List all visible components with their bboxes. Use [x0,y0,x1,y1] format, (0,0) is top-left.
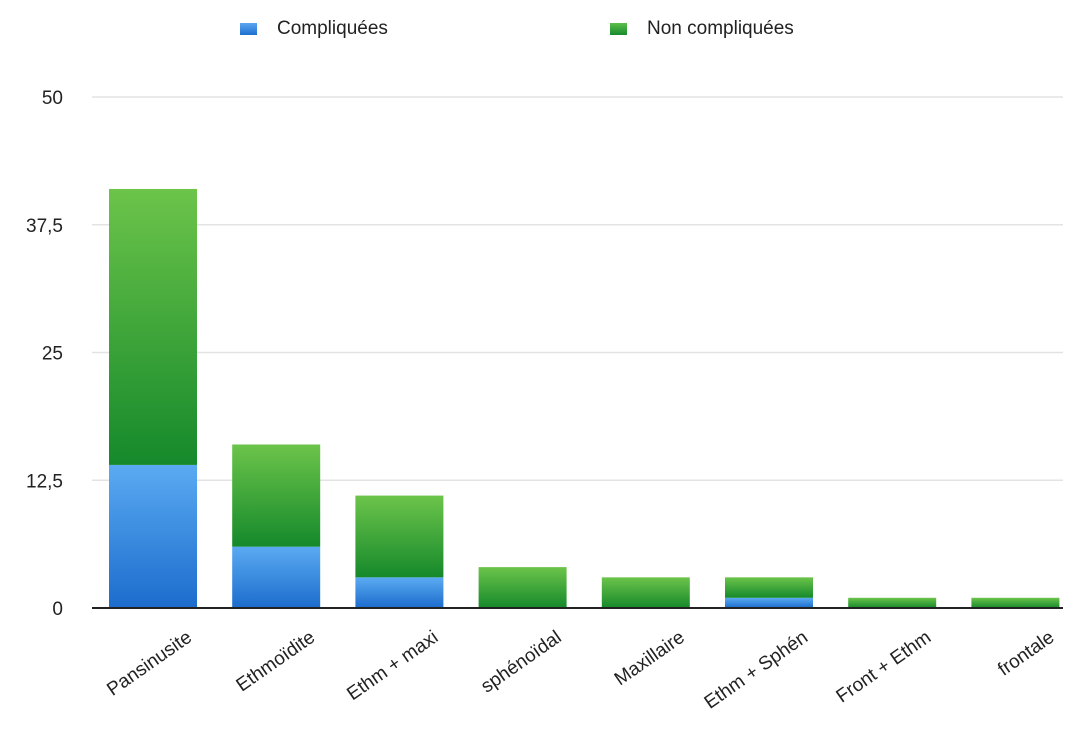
x-category-label: Ethm + maxi [343,627,442,705]
x-category-label: Pansinusite [103,627,196,701]
bars [109,188,1060,608]
bar-segment-compliquees [232,546,321,608]
x-category-label: Maxillaire [611,627,689,690]
legend-swatch-compliquees [240,23,257,35]
legend-item-compliquees: Compliquées [240,14,388,44]
legend-label-non-compliquees: Non compliquées [647,18,794,39]
x-category-label: sphénoïdal [477,627,565,698]
legend-swatch-non-compliquees [610,23,627,35]
x-axis-category-labels: Pansinusite Ethmoïdite Ethm + maxi sphénoïd… [103,627,1058,714]
legend-label-compliquees: Compliquées [277,18,388,39]
x-category-label: frontale [994,627,1058,681]
y-tick-label: 0 [52,599,63,620]
y-tick-label: 25 [42,344,63,365]
legend-item-non-compliquees: Non compliquées [610,14,794,44]
y-axis-tick-labels: 0 12,5 25 37,5 50 [26,88,63,620]
bar-segment-compliquees [355,577,444,608]
bar-segment-non-compliquees [725,577,813,598]
grid-lines [92,96,1063,481]
bar-segment-non-compliquees [109,188,197,465]
bar-segment-non-compliquees [971,597,1060,608]
bar-segment-compliquees [109,464,197,608]
bar-segment-non-compliquees [478,567,567,608]
y-tick-label: 37,5 [26,216,63,237]
y-tick-label: 50 [42,88,63,109]
x-category-label: Front + Ethm [833,627,935,708]
chart-legend: Compliquées Non compliquées [0,14,1067,44]
bar-segment-non-compliquees [601,577,690,608]
bar-segment-compliquees [725,597,813,608]
bar-segment-non-compliquees [848,597,937,608]
bar-segment-non-compliquees [232,444,321,547]
x-category-label: Ethmoïdite [233,627,319,696]
y-tick-label: 12,5 [26,471,63,492]
x-category-label: Ethm + Sphén [701,627,812,714]
bar-segment-non-compliquees [355,495,444,578]
